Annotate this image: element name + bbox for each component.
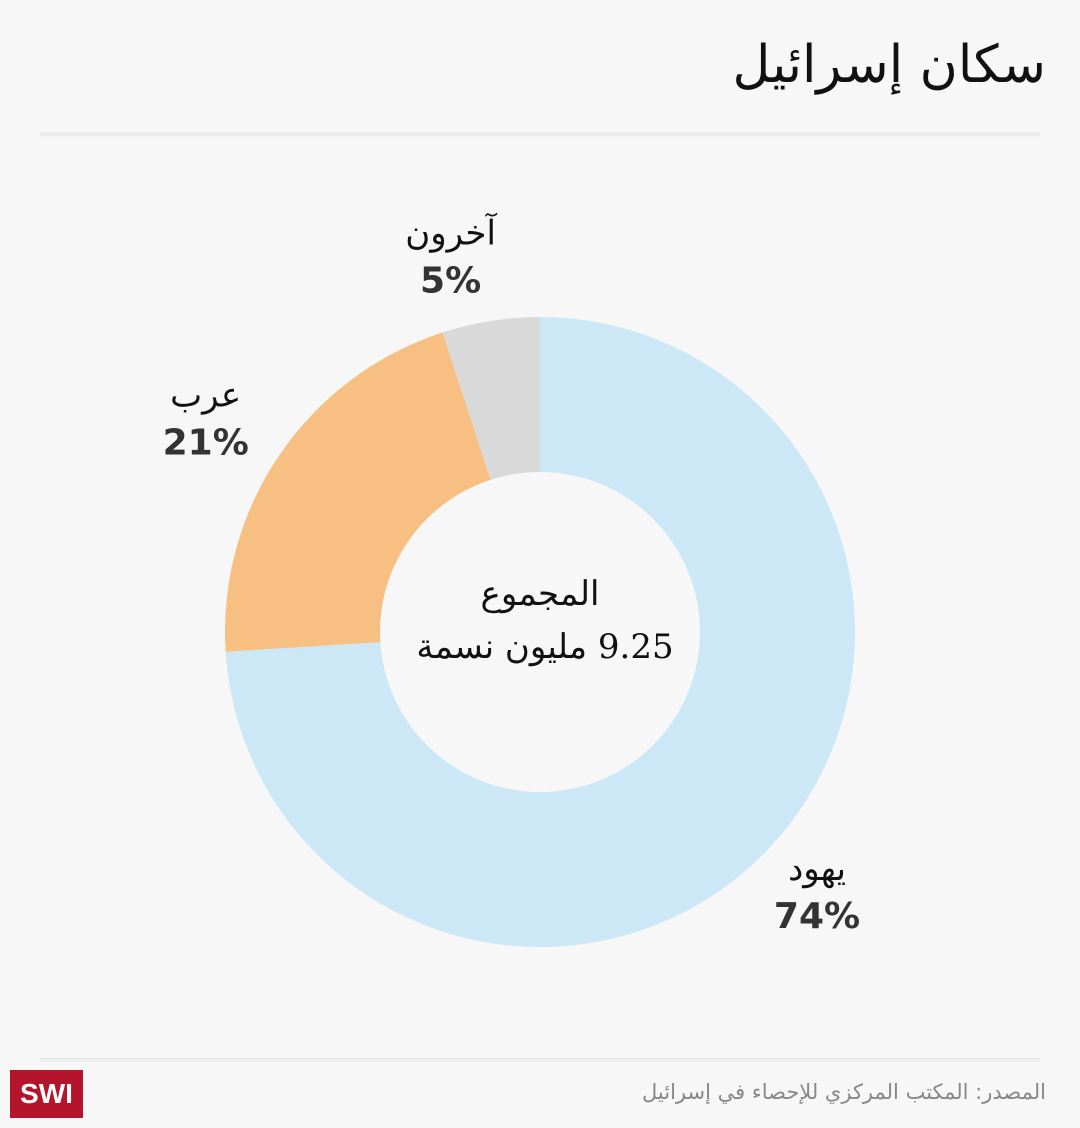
swi-logo: SWI (10, 1070, 83, 1118)
donut-hole (380, 472, 700, 792)
donut-chart: المجموع 9.25 مليون نسمة يهود 74% عرب 21% آخر… (163, 213, 860, 948)
center-total-value: 9.25 مليون نسمة (416, 627, 673, 667)
slice-name-label: آخرون (405, 213, 497, 254)
slice-percent-label: 74% (774, 896, 860, 937)
slice-name-label: يهود (788, 849, 846, 889)
bottom-divider (40, 1058, 1040, 1063)
top-divider (40, 132, 1040, 139)
source-note: المصدر: المكتب المركزي للإحصاء في إسرائي… (642, 1080, 1046, 1104)
slice-percent-label: 21% (163, 422, 249, 463)
chart-title: سكان إسرائيل (732, 35, 1046, 95)
center-total-title: المجموع (481, 574, 600, 614)
slice-percent-label: 5% (420, 261, 481, 302)
slice-name-label: عرب (170, 375, 241, 415)
